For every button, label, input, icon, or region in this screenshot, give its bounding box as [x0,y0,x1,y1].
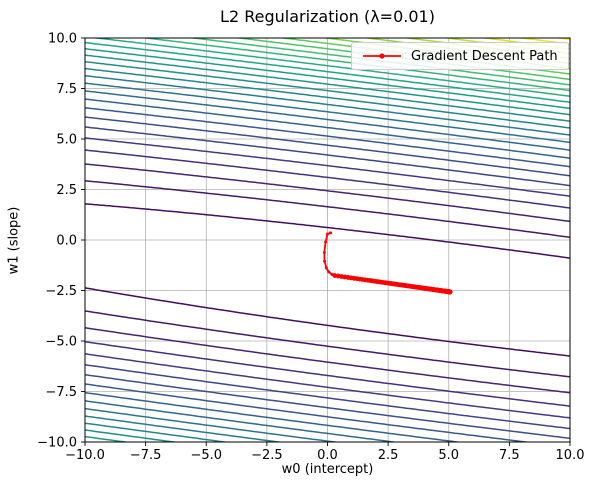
y-tick-label: −7.5 [45,385,77,400]
x-tick-label: −5.0 [190,448,222,463]
y-tick-label: 5.0 [56,133,77,148]
x-tick-label: −10.0 [65,448,105,463]
x-tick-label: −2.5 [251,448,283,463]
legend-line-sample [363,53,401,59]
x-tick-label: 7.5 [499,448,520,463]
y-tick-label: 7.5 [56,82,77,97]
y-tick-label: −2.5 [45,284,77,299]
y-tick-label: 2.5 [56,183,77,198]
y-tick-label: 10.0 [48,32,77,47]
contour-lines [85,38,570,442]
x-axis-label: w0 (intercept) [281,462,374,477]
x-tick-label: −7.5 [130,448,162,463]
y-tick-label: 0.0 [56,234,77,249]
x-tick-label: 10.0 [556,448,585,463]
y-axis-label: w1 (slope) [6,206,22,275]
axis-ticks [81,37,571,446]
tick-labels: −10.0 −7.5 −5.0 −2.5 0.0 2.5 5.0 7.5 10.0 −10.0 −7… [37,32,584,464]
y-tick-label: −5.0 [45,335,77,350]
legend: Gradient Descent Path [351,42,569,70]
y-tick-label: −10.0 [37,436,77,451]
chart-title: L2 Regularization (λ=0.01) [220,7,435,26]
legend-marker-dot [379,53,385,59]
x-tick-label: 2.5 [378,448,399,463]
x-tick-label: 5.0 [438,448,459,463]
gradient-descent-path [322,231,453,295]
legend-label: Gradient Descent Path [411,48,558,64]
x-tick-label: 0.0 [317,448,338,463]
